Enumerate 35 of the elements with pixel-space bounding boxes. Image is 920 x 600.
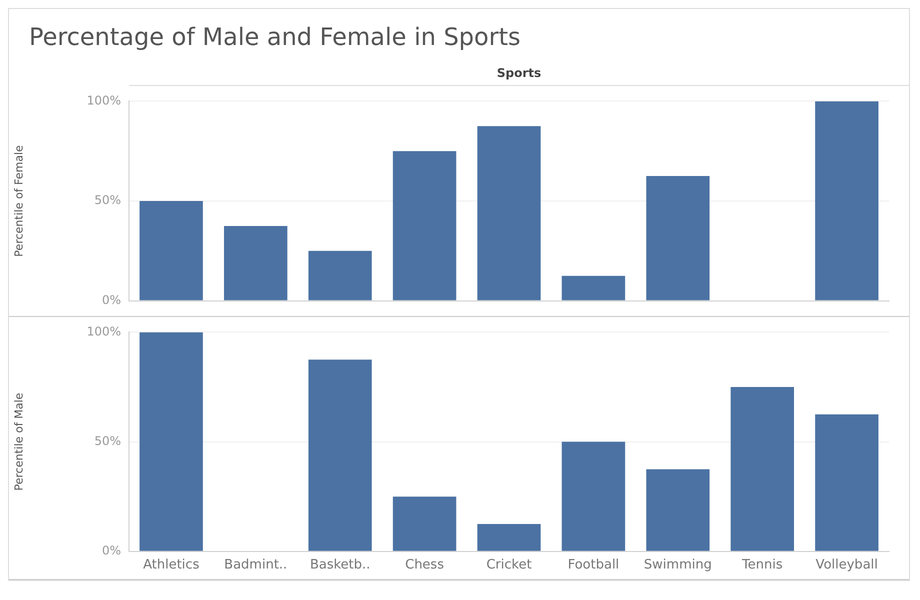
bar: [477, 126, 541, 300]
y-tick-label: 100%: [86, 324, 121, 338]
y-axis-title: Percentile of Female: [12, 144, 26, 257]
chart-title: Percentage of Male and Female in Sports: [28, 22, 522, 53]
bar: [392, 151, 456, 300]
y-axis-title: Percentile of Male: [12, 392, 26, 491]
x-tick-label: Athletics: [143, 558, 200, 573]
bar: [815, 101, 878, 300]
y-tick-label: 50%: [94, 193, 121, 208]
y-tick-label: 50%: [94, 434, 121, 448]
bar: [646, 469, 710, 551]
bar: [308, 360, 372, 551]
bar: [562, 276, 626, 300]
x-tick-label: Basketb..: [310, 558, 370, 573]
x-tick-label: Swimming: [644, 558, 712, 573]
bar: [730, 387, 794, 551]
bar: [646, 176, 710, 300]
bar: [477, 524, 541, 551]
x-tick-label: Tennis: [741, 558, 783, 573]
bar: [140, 201, 203, 300]
bar: [392, 496, 456, 551]
x-tick-label: Volleyball: [816, 558, 878, 573]
bar: [224, 226, 288, 300]
bar: [308, 250, 372, 300]
x-tick-label: Badmint..: [224, 558, 288, 573]
x-tick-label: Chess: [405, 558, 444, 573]
x-tick-label: Cricket: [486, 558, 532, 573]
y-tick-label: 0%: [102, 292, 121, 307]
x-axis-title: Sports: [129, 61, 909, 86]
y-tick-label: 0%: [102, 544, 121, 558]
bar: [140, 332, 203, 551]
bar: [815, 414, 878, 551]
y-tick-label: 100%: [86, 93, 121, 108]
x-tick-label: Football: [568, 558, 620, 573]
bar: [562, 442, 626, 551]
